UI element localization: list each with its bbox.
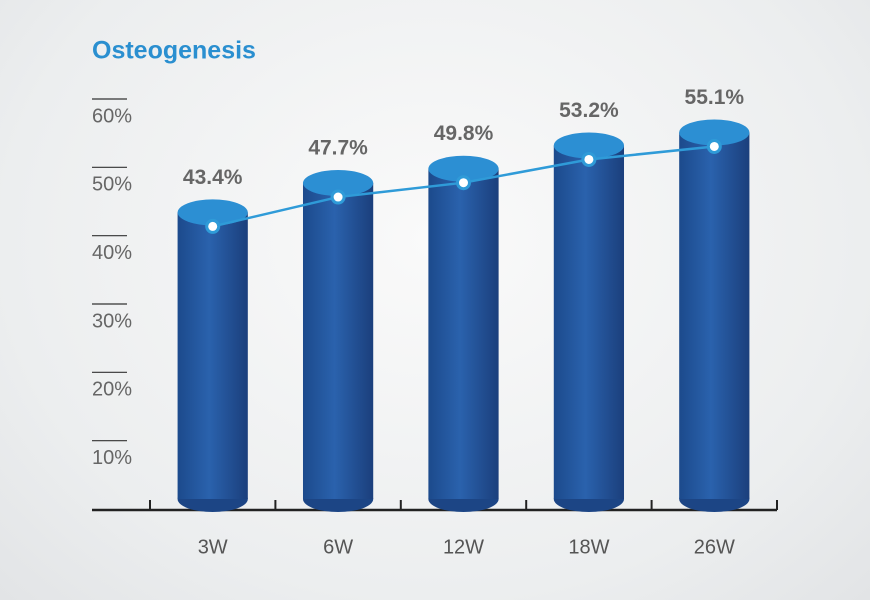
y-tick-label: 40% (92, 242, 132, 264)
y-tick-label: 50% (92, 174, 132, 196)
bar (177, 212, 248, 499)
y-tick-label: 20% (92, 379, 132, 401)
cylinder-cap (302, 170, 374, 197)
value-label: 43.4% (183, 166, 243, 189)
bar (679, 132, 750, 499)
chart-title: Osteogenesis (92, 37, 256, 65)
y-tick-label: 60% (92, 105, 132, 127)
cylinder-cap (428, 155, 499, 182)
y-tick-label: 30% (92, 310, 132, 332)
trend-point (706, 138, 722, 154)
value-label: 49.8% (434, 122, 494, 145)
trend-point (581, 151, 597, 167)
x-tick-label: 3W (198, 536, 228, 558)
y-tick-label: 10% (92, 447, 132, 469)
x-tick-label: 6W (323, 536, 353, 558)
trend-point (456, 175, 471, 191)
trend-point (205, 218, 221, 234)
value-label: 53.2% (559, 99, 619, 122)
cylinder-cap (679, 119, 750, 146)
x-tick-label: 26W (694, 536, 735, 558)
value-label: 55.1% (685, 86, 745, 109)
trend-point (330, 189, 346, 205)
bar (553, 145, 625, 499)
cylinder-cap (177, 199, 248, 226)
bar (428, 168, 499, 499)
cylinder-cap (553, 132, 625, 159)
x-tick-label: 18W (568, 536, 609, 558)
bar (302, 183, 374, 500)
x-tick-label: 12W (443, 536, 484, 558)
value-label: 47.7% (308, 137, 368, 160)
